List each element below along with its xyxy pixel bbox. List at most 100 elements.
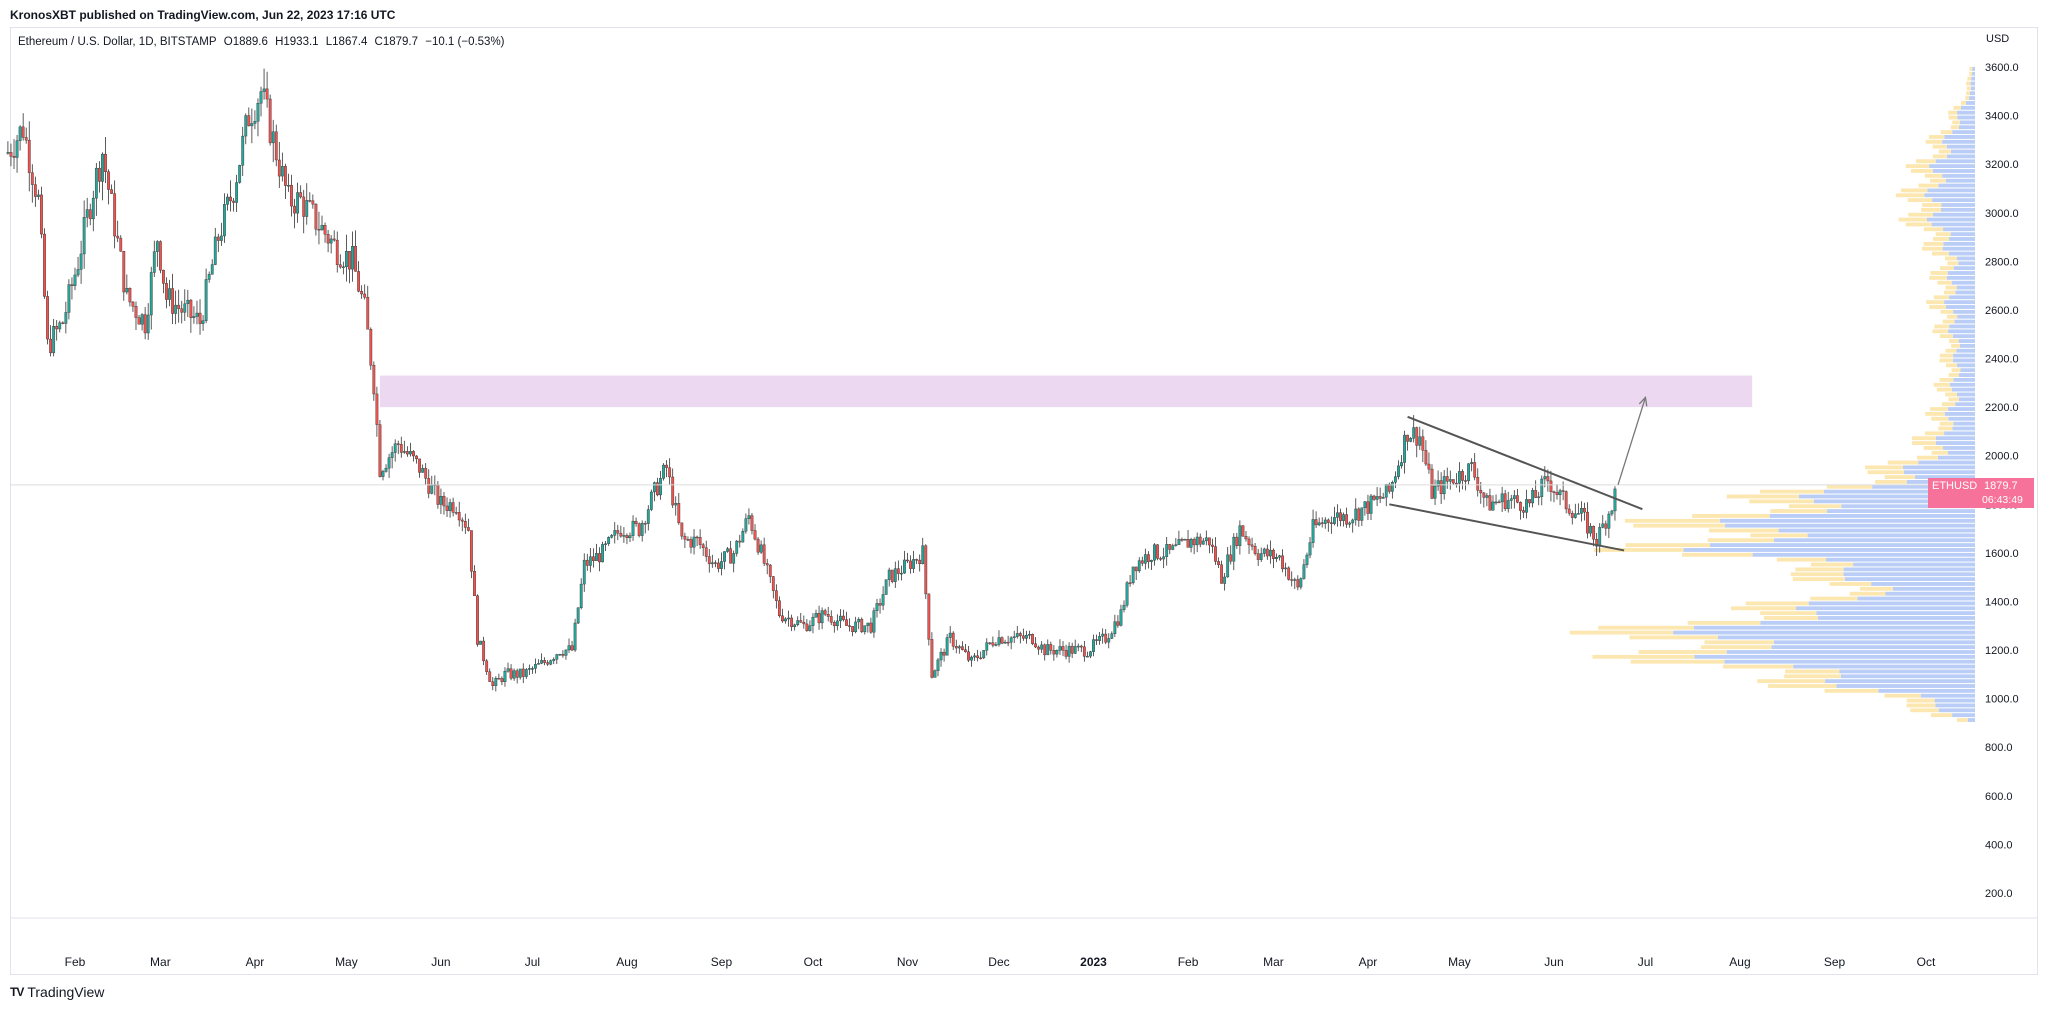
- candle: [439, 488, 443, 514]
- volume-profile-bar: [1687, 620, 1761, 625]
- candle-body: [585, 559, 589, 566]
- candle-body: [1247, 538, 1251, 546]
- candle-body: [1128, 582, 1132, 584]
- candle-body: [232, 200, 235, 203]
- candle: [1390, 480, 1394, 499]
- volume-profile-bar: [1707, 538, 1775, 543]
- candle-body: [680, 522, 684, 537]
- candle-body: [299, 192, 303, 198]
- candle: [250, 108, 254, 144]
- candle: [1217, 557, 1220, 569]
- candle-body: [442, 496, 446, 507]
- volume-profile-bar: [1940, 207, 1975, 212]
- candle: [366, 285, 370, 330]
- candle: [308, 192, 312, 203]
- candle-body: [1183, 539, 1187, 541]
- symbol-legend[interactable]: Ethereum / U.S. Dollar, 1D, BITSTAMP O18…: [18, 36, 509, 48]
- last-price-tag: ETHUSD 1879.7 06:43:49: [1928, 478, 2034, 508]
- candle-body: [482, 640, 486, 662]
- volume-profile-bar: [1770, 509, 1828, 514]
- candle-body: [439, 496, 443, 505]
- candle-body: [171, 288, 174, 314]
- candle-body: [592, 556, 595, 561]
- candle: [720, 552, 723, 576]
- volume-profile-bar: [1960, 368, 1975, 373]
- candle-body: [1061, 646, 1065, 651]
- candle: [134, 301, 138, 330]
- volume-profile-bar: [1726, 494, 1799, 499]
- candle-body: [893, 568, 897, 582]
- candle-body: [1238, 525, 1242, 546]
- candle-body: [701, 544, 705, 548]
- candle-body: [970, 656, 973, 661]
- candle-body: [1549, 480, 1553, 492]
- legend-close: C1879.7: [374, 36, 419, 48]
- candle: [58, 320, 62, 333]
- candle: [1610, 509, 1614, 517]
- candle-body: [1436, 480, 1440, 487]
- candle: [1323, 517, 1327, 529]
- candle: [1262, 547, 1266, 557]
- volume-profile-bar: [1952, 130, 1975, 135]
- candle-body: [1226, 554, 1230, 578]
- candle: [482, 636, 486, 666]
- candle-body: [903, 559, 906, 574]
- candle: [146, 303, 150, 340]
- candle-body: [1140, 560, 1144, 564]
- candle-body: [384, 467, 388, 472]
- candle-body: [1467, 463, 1470, 482]
- candle: [957, 644, 961, 654]
- x-tick-label: Nov: [897, 955, 918, 969]
- candle: [869, 617, 873, 634]
- volume-profile-bar: [1903, 465, 1975, 470]
- candle-body: [1110, 633, 1114, 639]
- candle: [686, 536, 690, 542]
- candle-body: [555, 654, 559, 660]
- volume-profile-bar: [1906, 703, 1936, 708]
- x-tick-label: Mar: [150, 955, 171, 969]
- candle-body: [30, 172, 34, 185]
- candle-body: [1558, 490, 1562, 495]
- candle-body: [1394, 476, 1397, 483]
- candle: [1531, 487, 1535, 508]
- candle: [774, 584, 778, 609]
- volume-profile-bar: [1793, 664, 1975, 669]
- candle-body: [576, 607, 580, 624]
- candle-body: [1104, 633, 1108, 643]
- candle-body: [994, 644, 998, 646]
- candle-body: [79, 253, 83, 270]
- volume-profile-bar: [1933, 295, 1950, 300]
- candle-body: [424, 468, 428, 479]
- volume-profile-bar: [1878, 688, 1975, 693]
- candle: [726, 546, 729, 553]
- candle: [579, 578, 583, 610]
- candle-body: [543, 660, 547, 663]
- candle: [677, 493, 681, 525]
- volume-profile-bar: [1935, 159, 1975, 164]
- volume-profile-bar: [1630, 659, 1725, 664]
- candle-body: [1503, 493, 1507, 510]
- footer-brand[interactable]: TV TradingView: [10, 984, 104, 1000]
- candle-body: [110, 189, 113, 194]
- candle-body: [988, 642, 992, 644]
- candle-body: [491, 681, 495, 686]
- volume-profile-bar: [1969, 96, 1975, 101]
- volume-profile-bar: [1951, 368, 1961, 373]
- volume-profile-bar: [1969, 67, 1973, 71]
- candle: [424, 463, 428, 485]
- candle-body: [1192, 539, 1196, 546]
- candle-body: [1214, 546, 1217, 562]
- candle: [1546, 469, 1550, 492]
- candle: [723, 551, 726, 570]
- candle-body: [305, 200, 309, 217]
- candle: [1296, 575, 1300, 591]
- candle-body: [1159, 558, 1162, 560]
- candle-body: [802, 621, 806, 625]
- candle-body: [1287, 567, 1291, 580]
- candle: [582, 553, 586, 592]
- candle: [1293, 577, 1297, 589]
- volume-profile-bar: [1841, 504, 1975, 509]
- candle: [1497, 499, 1501, 504]
- candle-body: [113, 193, 117, 237]
